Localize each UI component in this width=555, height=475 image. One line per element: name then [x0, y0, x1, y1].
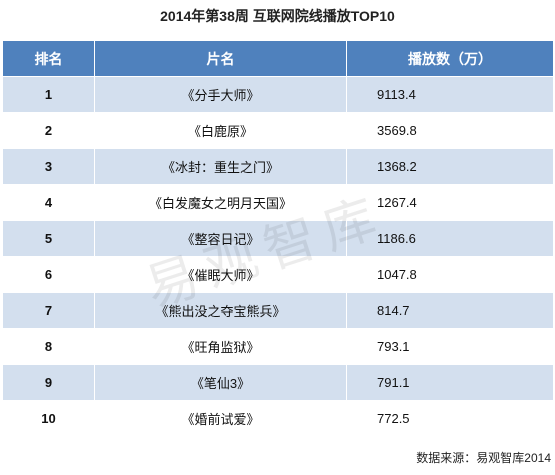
rank-cell: 1 — [2, 76, 95, 113]
plays-cell: 791.1 — [346, 364, 554, 401]
title-cell: 《分手大师》 — [94, 76, 347, 113]
table-row: 7 《熊出没之夺宝熊兵》 814.7 — [2, 292, 554, 329]
rank-cell: 7 — [2, 292, 95, 329]
plays-cell: 3569.8 — [346, 112, 554, 149]
title-cell: 《熊出没之夺宝熊兵》 — [94, 292, 347, 329]
rank-cell: 3 — [2, 148, 95, 185]
title-cell: 《白鹿原》 — [94, 112, 347, 149]
title-cell: 《旺角监狱》 — [94, 328, 347, 365]
column-header-rank: 排名 — [2, 40, 95, 77]
rank-cell: 9 — [2, 364, 95, 401]
plays-cell: 1368.2 — [346, 148, 554, 185]
title-cell: 《整容日记》 — [94, 220, 347, 257]
rank-cell: 8 — [2, 328, 95, 365]
plays-cell: 1267.4 — [346, 184, 554, 221]
rank-cell: 10 — [2, 400, 95, 437]
title-cell: 《婚前试爱》 — [94, 400, 347, 437]
table-row: 6 《催眠大师》 1047.8 — [2, 256, 554, 293]
rank-cell: 2 — [2, 112, 95, 149]
rank-cell: 6 — [2, 256, 95, 293]
plays-cell: 1047.8 — [346, 256, 554, 293]
plays-cell: 1186.6 — [346, 220, 554, 257]
rank-cell: 4 — [2, 184, 95, 221]
ranking-table: 排名 片名 播放数（万） 1 《分手大师》 9113.4 2 《白鹿原》 3569.8 3 《… — [2, 40, 554, 437]
title-cell: 《笔仙3》 — [94, 364, 347, 401]
plays-cell: 9113.4 — [346, 76, 554, 113]
table-row: 5 《整容日记》 1186.6 — [2, 220, 554, 257]
column-header-title: 片名 — [94, 40, 347, 77]
plays-cell: 814.7 — [346, 292, 554, 329]
source-note: 数据来源：易观智库2014 — [416, 451, 551, 465]
table-row: 10 《婚前试爱》 772.5 — [2, 400, 554, 437]
chart-title: 2014年第38周 互联网院线播放TOP10 — [160, 8, 395, 24]
table-row: 8 《旺角监狱》 793.1 — [2, 328, 554, 365]
rank-cell: 5 — [2, 220, 95, 257]
title-cell: 《冰封：重生之门》 — [94, 148, 347, 185]
table-row: 9 《笔仙3》 791.1 — [2, 364, 554, 401]
table-row: 3 《冰封：重生之门》 1368.2 — [2, 148, 554, 185]
title-cell: 《白发魔女之明月天国》 — [94, 184, 347, 221]
table-row: 4 《白发魔女之明月天国》 1267.4 — [2, 184, 554, 221]
column-header-plays: 播放数（万） — [346, 40, 554, 77]
plays-cell: 793.1 — [346, 328, 554, 365]
table-row: 1 《分手大师》 9113.4 — [2, 76, 554, 113]
table-row: 2 《白鹿原》 3569.8 — [2, 112, 554, 149]
plays-cell: 772.5 — [346, 400, 554, 437]
title-cell: 《催眠大师》 — [94, 256, 347, 293]
table-header-row: 排名 片名 播放数（万） — [2, 40, 554, 77]
